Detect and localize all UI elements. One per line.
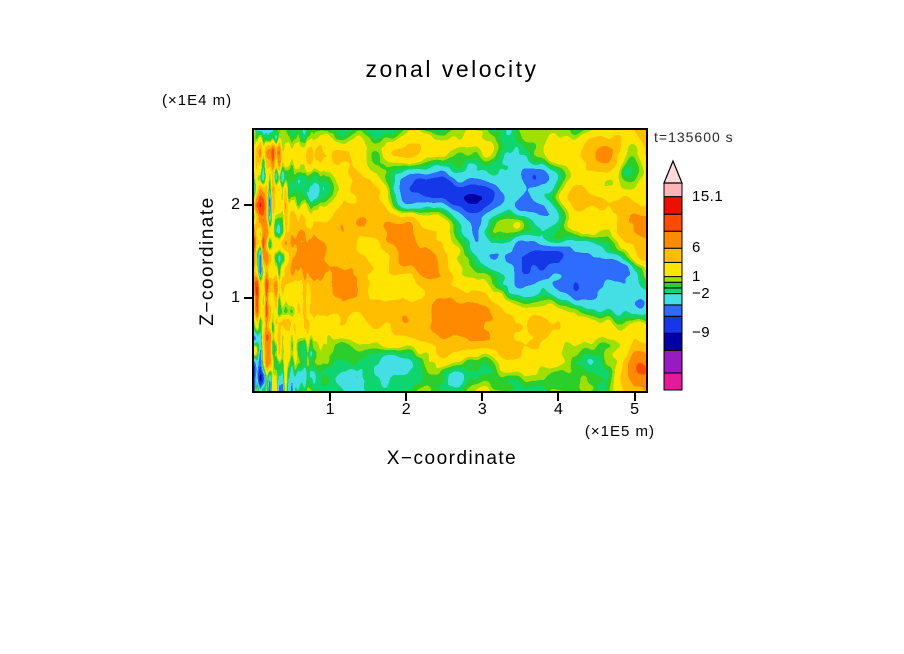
plot-area [252,128,648,393]
y-axis-units: (×1E4 m) [162,92,233,109]
colorbar-segment [663,372,683,391]
x-axis-tick [633,393,636,401]
x-tick-label: 1 [325,401,335,418]
x-axis-label: X−coordinate [386,448,518,469]
time-label: t=135600 s [654,129,734,145]
z-axis-tick [244,296,252,299]
z-tick-label: 1 [231,288,240,306]
colorbar-tip [663,159,683,184]
x-axis-tick [329,393,332,401]
colorbar-segment [663,332,683,351]
x-axis-units: (×1E5 m) [584,423,655,440]
x-tick-label: 2 [401,401,411,418]
colorbar-segment [663,315,683,334]
colorbar-segment [663,287,683,295]
colorbar-segment [663,276,683,283]
colorbar-segment [663,304,683,317]
x-tick-label: 3 [477,401,487,418]
colorbar-segment [663,196,683,215]
colorbar-segment [663,182,683,198]
colorbar-label: −2 [692,284,711,302]
colorbar-segment [663,230,683,249]
colorbar-segment [663,247,683,263]
colorbar-segment [663,293,683,306]
x-axis-tick [405,393,408,401]
z-axis-tick [244,203,252,206]
x-tick-label: 4 [554,401,563,418]
x-axis-tick [481,393,484,401]
x-axis-tick [557,393,560,401]
colorbar-label: −9 [692,324,711,342]
colorbar-segment [663,281,683,289]
x-tick-label: 5 [630,401,640,418]
z-tick-label: 2 [231,195,240,213]
colorbar-label: 15.1 [692,187,724,205]
y-axis-label: Z−coordinate [197,196,218,326]
colorbar-segment [663,261,683,278]
colorbar-segment [663,349,683,374]
plot-title: zonal velocity [365,56,539,82]
colorbar-label: 6 [692,239,701,257]
colorbar-label: 1 [692,267,701,285]
colorbar [663,159,683,391]
colorbar-segment [663,213,683,232]
contour-field-canvas [254,130,646,391]
